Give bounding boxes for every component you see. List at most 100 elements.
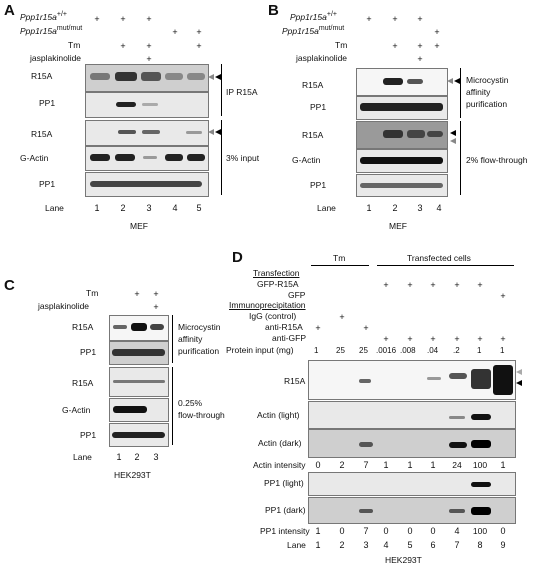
mark: + bbox=[120, 14, 126, 24]
row-label: PP1 (light) bbox=[264, 478, 304, 488]
mark: + bbox=[153, 302, 159, 312]
mark: + bbox=[392, 14, 398, 24]
lane-number: 3 bbox=[146, 203, 152, 213]
mark: + bbox=[366, 14, 372, 24]
panel-a-letter: A bbox=[4, 2, 15, 19]
row-label: PP1 bbox=[39, 179, 56, 189]
pp1-intensity-value: 1 bbox=[315, 526, 321, 536]
blot-c-pp1-ft bbox=[109, 423, 169, 447]
panel-c-letter: C bbox=[4, 277, 15, 294]
lane-number: 5 bbox=[407, 540, 413, 550]
mark: + bbox=[392, 41, 398, 51]
row-label: PP1 (dark) bbox=[265, 505, 306, 515]
actin-intensity-value: 24 bbox=[452, 460, 462, 470]
pp1-intensity-value: 100 bbox=[472, 526, 488, 536]
pp1-intensity-value: 4 bbox=[454, 526, 460, 536]
row-label: G-Actin bbox=[292, 155, 321, 165]
actin-intensity-value: 1 bbox=[500, 460, 506, 470]
arrow-filled-icon bbox=[516, 380, 522, 386]
pp1-intensity-label: PP1 intensity bbox=[260, 526, 310, 536]
group-label: 2% flow-through bbox=[466, 155, 528, 165]
blot-d-pp1-light bbox=[308, 472, 516, 496]
blot-c-r15a-ft bbox=[109, 367, 169, 397]
ip-row-label: anti-GFP bbox=[272, 333, 307, 343]
transfection-row-label: GFP-R15A bbox=[257, 279, 299, 289]
lane-number: 8 bbox=[477, 540, 483, 550]
actin-intensity-value: 7 bbox=[363, 460, 369, 470]
blot-c-r15a bbox=[109, 315, 169, 341]
lane-number: 2 bbox=[134, 452, 140, 462]
lane-number: 1 bbox=[116, 452, 122, 462]
row-label: PP1 bbox=[80, 347, 97, 357]
arrow-grey-icon bbox=[516, 369, 522, 375]
pp1-intensity-value: 0 bbox=[339, 526, 345, 536]
row-label: R15A bbox=[72, 322, 94, 332]
pp1-intensity-value: 7 bbox=[363, 526, 369, 536]
mark: + bbox=[315, 323, 321, 333]
pp1-intensity-value: 0 bbox=[407, 526, 413, 536]
mark: + bbox=[383, 280, 389, 290]
lane-label: Lane bbox=[317, 203, 336, 213]
pp1-intensity-value: 0 bbox=[383, 526, 389, 536]
mark: + bbox=[477, 280, 483, 290]
row-label: Actin (dark) bbox=[258, 438, 302, 448]
lane-number: 7 bbox=[454, 540, 460, 550]
lane-number: 1 bbox=[94, 203, 100, 213]
lane-number: 6 bbox=[430, 540, 436, 550]
divider bbox=[377, 265, 514, 266]
row-label: PP1 bbox=[310, 102, 327, 112]
panel-b-cond-2: Ppp1r15amut/mut bbox=[282, 25, 345, 36]
protein-value: 1 bbox=[477, 346, 482, 355]
group-label: 3% input bbox=[226, 153, 260, 163]
row-label: Actin (light) bbox=[257, 410, 300, 420]
row-label: R15A bbox=[302, 130, 324, 140]
actin-intensity-value: 1 bbox=[407, 460, 413, 470]
group-label: IP R15A bbox=[226, 87, 258, 97]
ip-label: Immunoprecipitation bbox=[229, 300, 306, 310]
lane-number: 9 bbox=[500, 540, 506, 550]
header-tm: Tm bbox=[333, 253, 346, 263]
mark: + bbox=[434, 41, 440, 51]
group-label: flow-through bbox=[178, 410, 225, 420]
lane-number: 4 bbox=[172, 203, 178, 213]
transfection-label: Transfection bbox=[253, 268, 300, 278]
blot-a-pp1-ip bbox=[85, 92, 209, 118]
protein-value: .04 bbox=[427, 346, 439, 355]
cell-line: MEF bbox=[130, 221, 148, 231]
mark: + bbox=[454, 280, 460, 290]
lane-number: 3 bbox=[417, 203, 423, 213]
mark: + bbox=[430, 280, 436, 290]
blot-b-pp1 bbox=[356, 96, 448, 120]
actin-intensity-value: 0 bbox=[315, 460, 321, 470]
mark: + bbox=[477, 334, 483, 344]
lane-number: 2 bbox=[392, 203, 398, 213]
group-label: Microcystin bbox=[466, 75, 509, 85]
lane-number: 1 bbox=[366, 203, 372, 213]
row-label: R15A bbox=[72, 378, 94, 388]
mark: + bbox=[407, 280, 413, 290]
arrow-filled-icon bbox=[215, 129, 221, 135]
protein-label: Protein input (mg) bbox=[226, 345, 294, 355]
mark: + bbox=[120, 41, 126, 51]
panel-b-cond-4: jasplakinolide bbox=[296, 53, 348, 63]
mark: + bbox=[146, 14, 152, 24]
protein-value: 25 bbox=[336, 346, 345, 355]
blot-d-r15a bbox=[308, 360, 516, 400]
arrow-filled-icon bbox=[454, 78, 460, 84]
arrow-hollow-icon bbox=[208, 129, 214, 135]
ip-row-label: anti-R15A bbox=[265, 322, 303, 332]
row-label: R15A bbox=[302, 80, 324, 90]
actin-intensity-value: 1 bbox=[430, 460, 436, 470]
mark: + bbox=[407, 334, 413, 344]
row-label: PP1 bbox=[39, 98, 56, 108]
group-label: purification bbox=[178, 346, 220, 356]
row-label: G-Actin bbox=[20, 153, 49, 163]
mark: + bbox=[153, 289, 159, 299]
group-label: 0.25% bbox=[178, 398, 203, 408]
ip-row-label: IgG (control) bbox=[249, 311, 297, 321]
panel-a-cond-2: Ppp1r15amut/mut bbox=[20, 25, 83, 36]
divider bbox=[311, 265, 369, 266]
cell-line: MEF bbox=[389, 221, 407, 231]
mark: + bbox=[417, 41, 423, 51]
